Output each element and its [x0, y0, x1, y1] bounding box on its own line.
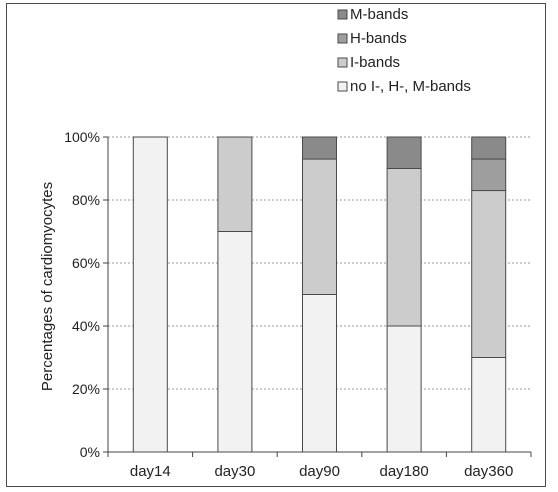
- bar-segment: [386, 136, 422, 169]
- x-tick-label: day90: [299, 463, 340, 480]
- legend-swatch: [337, 57, 348, 68]
- bar-segment: [302, 136, 337, 160]
- y-tick-label: 0%: [80, 444, 100, 460]
- legend-swatch: [337, 33, 348, 44]
- x-tick-label: day360: [464, 463, 513, 480]
- bar-segment: [471, 190, 507, 358]
- bar-segment: [386, 325, 422, 453]
- y-tick-label: 40%: [72, 318, 100, 334]
- y-tick-label: 80%: [72, 192, 100, 208]
- bar-segment: [471, 158, 507, 192]
- bar-segment: [217, 136, 253, 232]
- bar-segment: [217, 231, 253, 453]
- legend-label: H-bands: [350, 30, 407, 47]
- bar-segment: [471, 136, 507, 160]
- bar-segment: [386, 168, 422, 327]
- x-tick-label: day180: [379, 463, 428, 480]
- bar-segment: [302, 294, 337, 453]
- legend-label: M-bands: [350, 6, 408, 23]
- y-tick-label: 100%: [64, 129, 100, 145]
- y-tick-label: 20%: [72, 381, 100, 397]
- legend-label: no I-, H-, M-bands: [350, 78, 471, 95]
- x-tick-label: day14: [130, 463, 171, 480]
- y-tick-label: 60%: [72, 255, 100, 271]
- bar-segment: [471, 357, 507, 453]
- y-axis-title: Percentages of cardiomyocytes: [39, 182, 56, 391]
- legend-label: I-bands: [350, 54, 400, 71]
- x-tick-label: day30: [214, 463, 255, 480]
- bar-segment: [132, 136, 168, 453]
- legend-swatch: [337, 9, 348, 20]
- legend-swatch: [337, 81, 348, 92]
- bar-segment: [302, 158, 337, 295]
- chart-frame: [6, 3, 546, 487]
